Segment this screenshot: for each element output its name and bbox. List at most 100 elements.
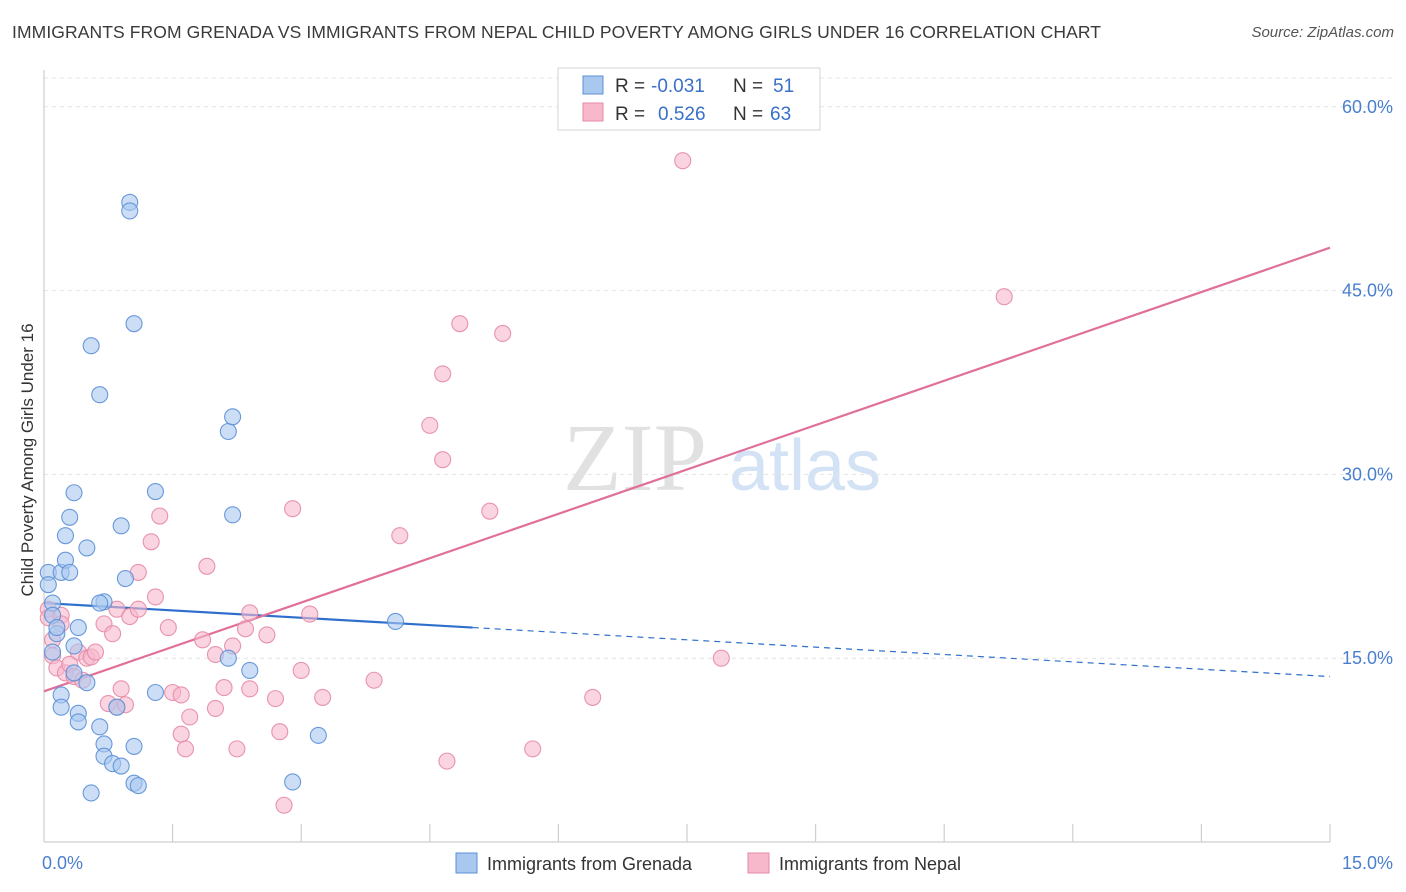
point-nepal-65 bbox=[995, 288, 1013, 306]
point-nepal-51 bbox=[314, 688, 332, 706]
point-grenada-36 bbox=[91, 386, 109, 404]
point-nepal-34 bbox=[194, 631, 212, 649]
legend-swatch-nepal bbox=[747, 852, 770, 874]
point-nepal-32 bbox=[181, 708, 199, 726]
point-grenada-14 bbox=[78, 539, 96, 557]
axes bbox=[43, 70, 1331, 843]
trend-line-grenada-extension bbox=[472, 626, 1331, 678]
point-grenada-29 bbox=[108, 698, 126, 716]
y-tick-label-3: 60.0% bbox=[1342, 97, 1393, 117]
point-nepal-20 bbox=[112, 680, 130, 698]
point-grenada-24 bbox=[112, 757, 130, 775]
stats-n-label-grenada: N = bbox=[733, 76, 763, 97]
point-nepal-59 bbox=[494, 324, 512, 343]
point-nepal-55 bbox=[434, 365, 452, 383]
point-grenada-45 bbox=[241, 661, 259, 679]
point-nepal-43 bbox=[241, 604, 259, 622]
stats-swatch-nepal bbox=[582, 102, 604, 122]
point-grenada-12 bbox=[65, 637, 83, 655]
point-grenada-20 bbox=[91, 718, 109, 736]
point-grenada-31 bbox=[116, 569, 134, 588]
point-grenada-42 bbox=[224, 408, 242, 426]
point-nepal-45 bbox=[266, 690, 285, 708]
point-nepal-14 bbox=[86, 643, 104, 661]
y-tick-label-2: 45.0% bbox=[1342, 281, 1393, 301]
point-grenada-32 bbox=[112, 517, 130, 535]
point-grenada-39 bbox=[125, 315, 143, 333]
stats-n-label-nepal: N = bbox=[733, 104, 763, 125]
point-nepal-49 bbox=[301, 605, 319, 623]
gridlines bbox=[44, 77, 1395, 659]
watermark-zip: ZIP bbox=[563, 404, 707, 511]
point-nepal-30 bbox=[172, 686, 190, 704]
point-nepal-63 bbox=[674, 152, 692, 170]
legend-label-nepal: Immigrants from Nepal bbox=[779, 854, 961, 874]
legend-label-grenada: Immigrants from Grenada bbox=[487, 854, 693, 874]
stats-legend: R = -0.031 N = 51 R = 0.526 N = 63 bbox=[557, 67, 821, 131]
point-nepal-23 bbox=[129, 600, 147, 618]
point-nepal-17 bbox=[108, 600, 126, 618]
point-nepal-36 bbox=[206, 699, 225, 717]
point-nepal-42 bbox=[241, 680, 259, 698]
trend-line-nepal bbox=[43, 246, 1331, 693]
y-tick-label-0: 15.0% bbox=[1342, 648, 1393, 668]
point-grenada-35 bbox=[82, 337, 100, 355]
point-nepal-47 bbox=[275, 796, 293, 814]
trend-lines bbox=[43, 246, 1331, 693]
y-tick-labels: 15.0% 30.0% 45.0% 60.0% bbox=[1342, 97, 1393, 668]
point-nepal-25 bbox=[142, 533, 160, 551]
series-legend: Immigrants from Grenada Immigrants from … bbox=[455, 852, 961, 874]
point-nepal-44 bbox=[258, 626, 276, 644]
point-grenada-9 bbox=[61, 508, 79, 526]
point-nepal-60 bbox=[481, 502, 499, 520]
point-grenada-50 bbox=[65, 664, 83, 682]
point-nepal-58 bbox=[438, 752, 456, 770]
stats-n-value-grenada: 51 bbox=[773, 76, 794, 97]
point-nepal-57 bbox=[451, 315, 469, 333]
point-grenada-27 bbox=[129, 777, 147, 795]
point-grenada-11 bbox=[65, 484, 83, 502]
point-grenada-25 bbox=[82, 784, 100, 802]
point-nepal-31 bbox=[172, 725, 190, 743]
point-grenada-47 bbox=[309, 726, 327, 744]
data-points bbox=[39, 152, 1013, 814]
source-note: Source: ZipAtlas.com bbox=[1251, 24, 1394, 41]
point-grenada-17 bbox=[52, 698, 70, 716]
watermark: ZIP atlas bbox=[563, 404, 881, 511]
x-tick-label-0: 0.0% bbox=[42, 853, 83, 873]
point-grenada-28 bbox=[125, 737, 143, 755]
point-grenada-43 bbox=[224, 506, 242, 524]
point-nepal-33 bbox=[176, 740, 195, 758]
point-nepal-40 bbox=[228, 740, 246, 758]
point-nepal-46 bbox=[271, 723, 289, 741]
point-nepal-35 bbox=[198, 557, 216, 575]
stats-r-value-nepal: 0.526 bbox=[658, 104, 706, 125]
point-grenada-49 bbox=[48, 619, 66, 637]
point-grenada-10 bbox=[61, 563, 79, 581]
point-nepal-52 bbox=[365, 671, 383, 689]
point-nepal-26 bbox=[151, 507, 169, 525]
y-tick-label-1: 30.0% bbox=[1342, 464, 1393, 484]
point-nepal-38 bbox=[215, 679, 233, 697]
point-nepal-28 bbox=[159, 619, 177, 637]
point-nepal-54 bbox=[421, 416, 439, 434]
point-nepal-48 bbox=[284, 500, 302, 518]
point-grenada-1 bbox=[39, 576, 57, 594]
legend-swatch-grenada bbox=[455, 852, 478, 874]
point-grenada-30 bbox=[146, 683, 165, 702]
point-grenada-13 bbox=[69, 619, 87, 637]
stats-n-value-nepal: 63 bbox=[770, 104, 791, 125]
point-grenada-48 bbox=[386, 612, 405, 630]
point-grenada-7 bbox=[56, 527, 74, 545]
stats-swatch-grenada bbox=[582, 75, 604, 95]
point-nepal-16 bbox=[104, 625, 122, 643]
point-grenada-34 bbox=[91, 594, 109, 612]
x-tick-label-1: 15.0% bbox=[1342, 853, 1393, 873]
point-nepal-61 bbox=[524, 740, 542, 758]
x-tick-labels: 0.0% 15.0% bbox=[42, 853, 1393, 873]
point-grenada-38 bbox=[121, 202, 139, 220]
point-nepal-41 bbox=[236, 620, 255, 638]
point-grenada-15 bbox=[78, 674, 96, 692]
point-nepal-56 bbox=[434, 451, 452, 469]
